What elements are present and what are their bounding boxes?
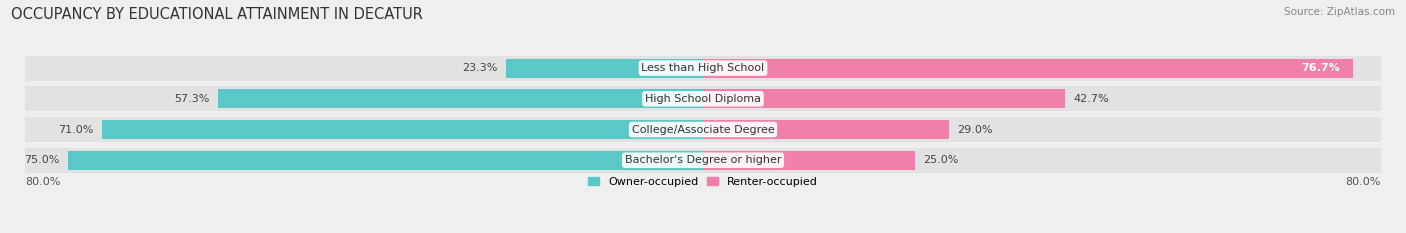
Text: Source: ZipAtlas.com: Source: ZipAtlas.com	[1284, 7, 1395, 17]
Text: 25.0%: 25.0%	[924, 155, 959, 165]
Text: OCCUPANCY BY EDUCATIONAL ATTAINMENT IN DECATUR: OCCUPANCY BY EDUCATIONAL ATTAINMENT IN D…	[11, 7, 423, 22]
Legend: Owner-occupied, Renter-occupied: Owner-occupied, Renter-occupied	[588, 177, 818, 187]
Text: 42.7%: 42.7%	[1073, 94, 1109, 104]
Bar	[506, 58, 703, 78]
Bar	[703, 120, 949, 139]
Text: Less than High School: Less than High School	[641, 63, 765, 73]
Bar	[25, 117, 703, 142]
Bar	[25, 55, 703, 81]
Bar	[703, 58, 1353, 78]
Bar	[703, 117, 1381, 142]
Text: 76.7%: 76.7%	[1302, 63, 1340, 73]
Text: High School Diploma: High School Diploma	[645, 94, 761, 104]
Text: College/Associate Degree: College/Associate Degree	[631, 124, 775, 134]
Text: 57.3%: 57.3%	[174, 94, 209, 104]
Bar	[703, 148, 1381, 173]
Bar	[218, 89, 703, 108]
Bar	[67, 151, 703, 170]
Bar	[25, 86, 703, 111]
Text: 80.0%: 80.0%	[1346, 177, 1381, 187]
Bar	[25, 148, 703, 173]
Bar	[703, 55, 1381, 81]
Text: 23.3%: 23.3%	[461, 63, 498, 73]
Text: 71.0%: 71.0%	[58, 124, 93, 134]
Text: 80.0%: 80.0%	[25, 177, 60, 187]
Text: 75.0%: 75.0%	[24, 155, 59, 165]
Bar	[703, 89, 1064, 108]
Bar	[703, 151, 915, 170]
Bar	[101, 120, 703, 139]
Text: 29.0%: 29.0%	[957, 124, 993, 134]
Text: Bachelor's Degree or higher: Bachelor's Degree or higher	[624, 155, 782, 165]
Bar	[703, 86, 1381, 111]
